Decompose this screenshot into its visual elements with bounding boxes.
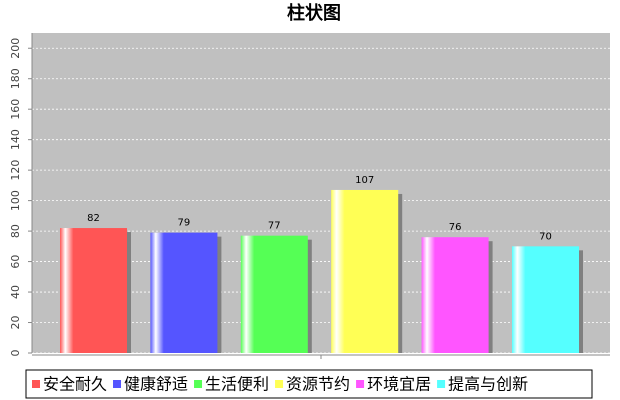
legend-swatch xyxy=(32,380,40,388)
y-tick-label: 100 xyxy=(9,190,22,211)
y-tick-label: 180 xyxy=(9,68,22,89)
legend-label: 生活便利 xyxy=(205,375,269,394)
y-tick-label: 0 xyxy=(9,350,22,357)
data-label: 79 xyxy=(178,218,191,229)
bar xyxy=(150,232,218,353)
y-tick-label: 160 xyxy=(9,99,22,120)
y-tick-label: 20 xyxy=(9,316,22,330)
bar xyxy=(240,235,308,353)
legend-label: 提高与创新 xyxy=(448,375,528,394)
data-label: 70 xyxy=(539,231,552,242)
y-tick-label: 80 xyxy=(9,224,22,238)
y-tick-label: 120 xyxy=(9,160,22,181)
data-label: 82 xyxy=(87,213,100,224)
data-label: 76 xyxy=(449,222,462,233)
chart-title: 柱状图 xyxy=(287,2,341,24)
bar xyxy=(421,237,489,353)
bar xyxy=(331,189,399,353)
legend-swatch xyxy=(113,380,122,388)
legend-swatch xyxy=(437,380,446,388)
legend-label: 资源节约 xyxy=(286,375,350,394)
y-tick-label: 140 xyxy=(9,129,22,150)
bar xyxy=(512,246,579,353)
legend-swatch xyxy=(356,380,365,388)
data-label: 77 xyxy=(268,221,281,232)
bar xyxy=(60,228,127,353)
legend-label: 健康舒适 xyxy=(124,375,188,394)
legend-label: 环境宜居 xyxy=(367,375,431,394)
y-tick-label: 200 xyxy=(9,38,22,59)
y-tick-label: 60 xyxy=(9,255,22,269)
legend-swatch xyxy=(194,380,203,388)
legend-swatch xyxy=(275,380,284,388)
data-label: 107 xyxy=(355,175,374,186)
legend-label: 安全耐久 xyxy=(43,375,107,394)
y-tick-label: 40 xyxy=(9,285,22,299)
